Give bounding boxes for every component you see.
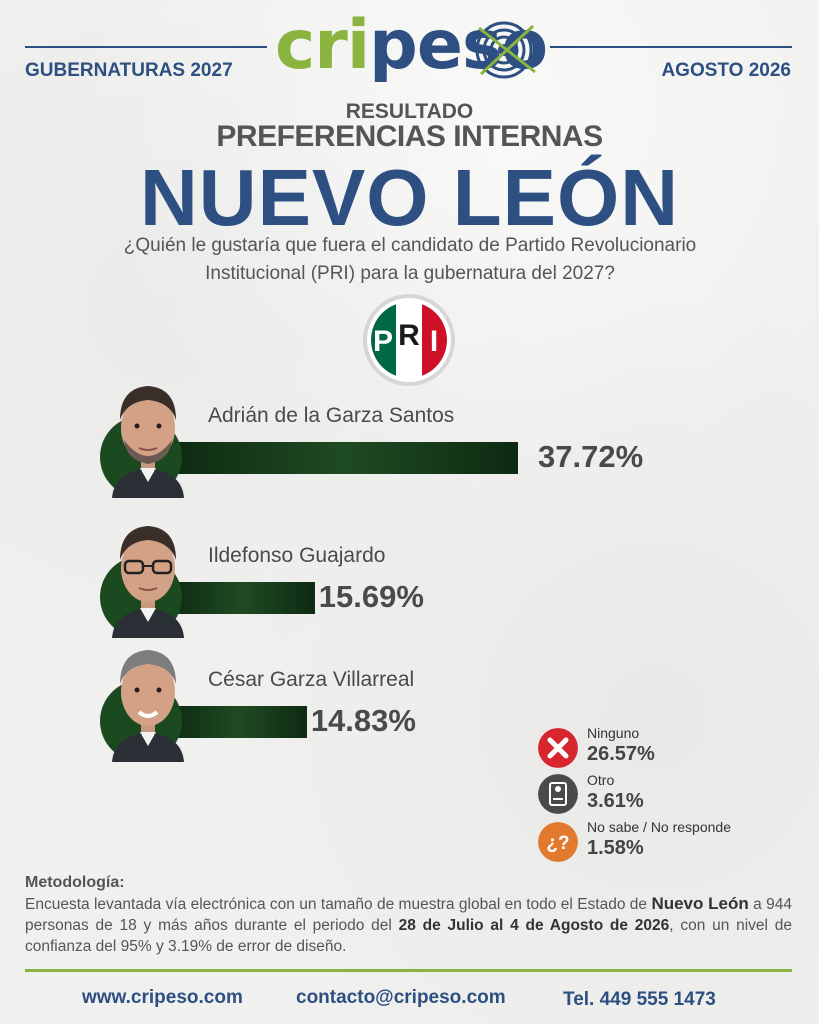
other-label-nosabe: No sabe / No responde [587, 819, 731, 835]
other-label-otro: Otro [587, 772, 615, 788]
candidate-name: Ildefonso Guajardo [208, 544, 386, 567]
header-rule-left [25, 46, 267, 48]
header-rule-right [550, 46, 792, 48]
methodology-text: Encuesta levantada vía electrónica con u… [25, 894, 792, 955]
pri-letter-r: R [398, 319, 420, 352]
x-icon [538, 728, 578, 768]
bar-0 [170, 442, 518, 474]
header-right-label: AGOSTO 2026 [661, 60, 791, 81]
candidate-photo [112, 526, 184, 638]
bar-2 [170, 706, 307, 738]
other-value-nosabe: 1.58% [587, 837, 644, 859]
footer-email[interactable]: contacto@cripeso.com [296, 987, 506, 1008]
state-title: NUEVO LEÓN [140, 153, 679, 242]
question-icon: ¿? [538, 822, 578, 862]
ballot-icon [538, 774, 578, 814]
footer-rule [25, 969, 792, 972]
result-label: RESULTADO [345, 100, 474, 123]
header-left-label: GUBERNATURAS 2027 [25, 60, 233, 81]
pri-letter-p: P [373, 325, 393, 358]
cripeso-logo: cripeso [275, 6, 548, 85]
candidate-photo [112, 386, 184, 498]
candidate-percentage: 15.69% [318, 579, 424, 614]
footer-website[interactable]: www.cripeso.com [82, 987, 243, 1008]
other-label-ninguno: Ninguno [587, 725, 640, 741]
survey-question: ¿Quién le gustaría que fuera el candidat… [123, 235, 697, 284]
other-value-otro: 3.61% [587, 790, 644, 812]
bar-1 [170, 582, 315, 614]
candidate-percentage: 37.72% [538, 439, 644, 474]
target-icon [475, 21, 536, 79]
subtitle: PREFERENCIAS INTERNAS [216, 120, 603, 153]
methodology-title: Metodología: [25, 874, 125, 891]
pri-logo: P R I [363, 294, 455, 386]
candidate-name: Adrián de la Garza Santos [208, 404, 455, 427]
svg-text:¿?: ¿? [546, 833, 569, 854]
other-value-ninguno: 26.57% [587, 743, 655, 765]
footer-phone: Tel. 449 555 1473 [563, 989, 716, 1010]
candidate-name: César Garza Villarreal [208, 668, 415, 691]
candidate-photo [112, 650, 184, 762]
pri-letter-i: I [430, 325, 438, 358]
candidate-percentage: 14.83% [310, 703, 416, 738]
